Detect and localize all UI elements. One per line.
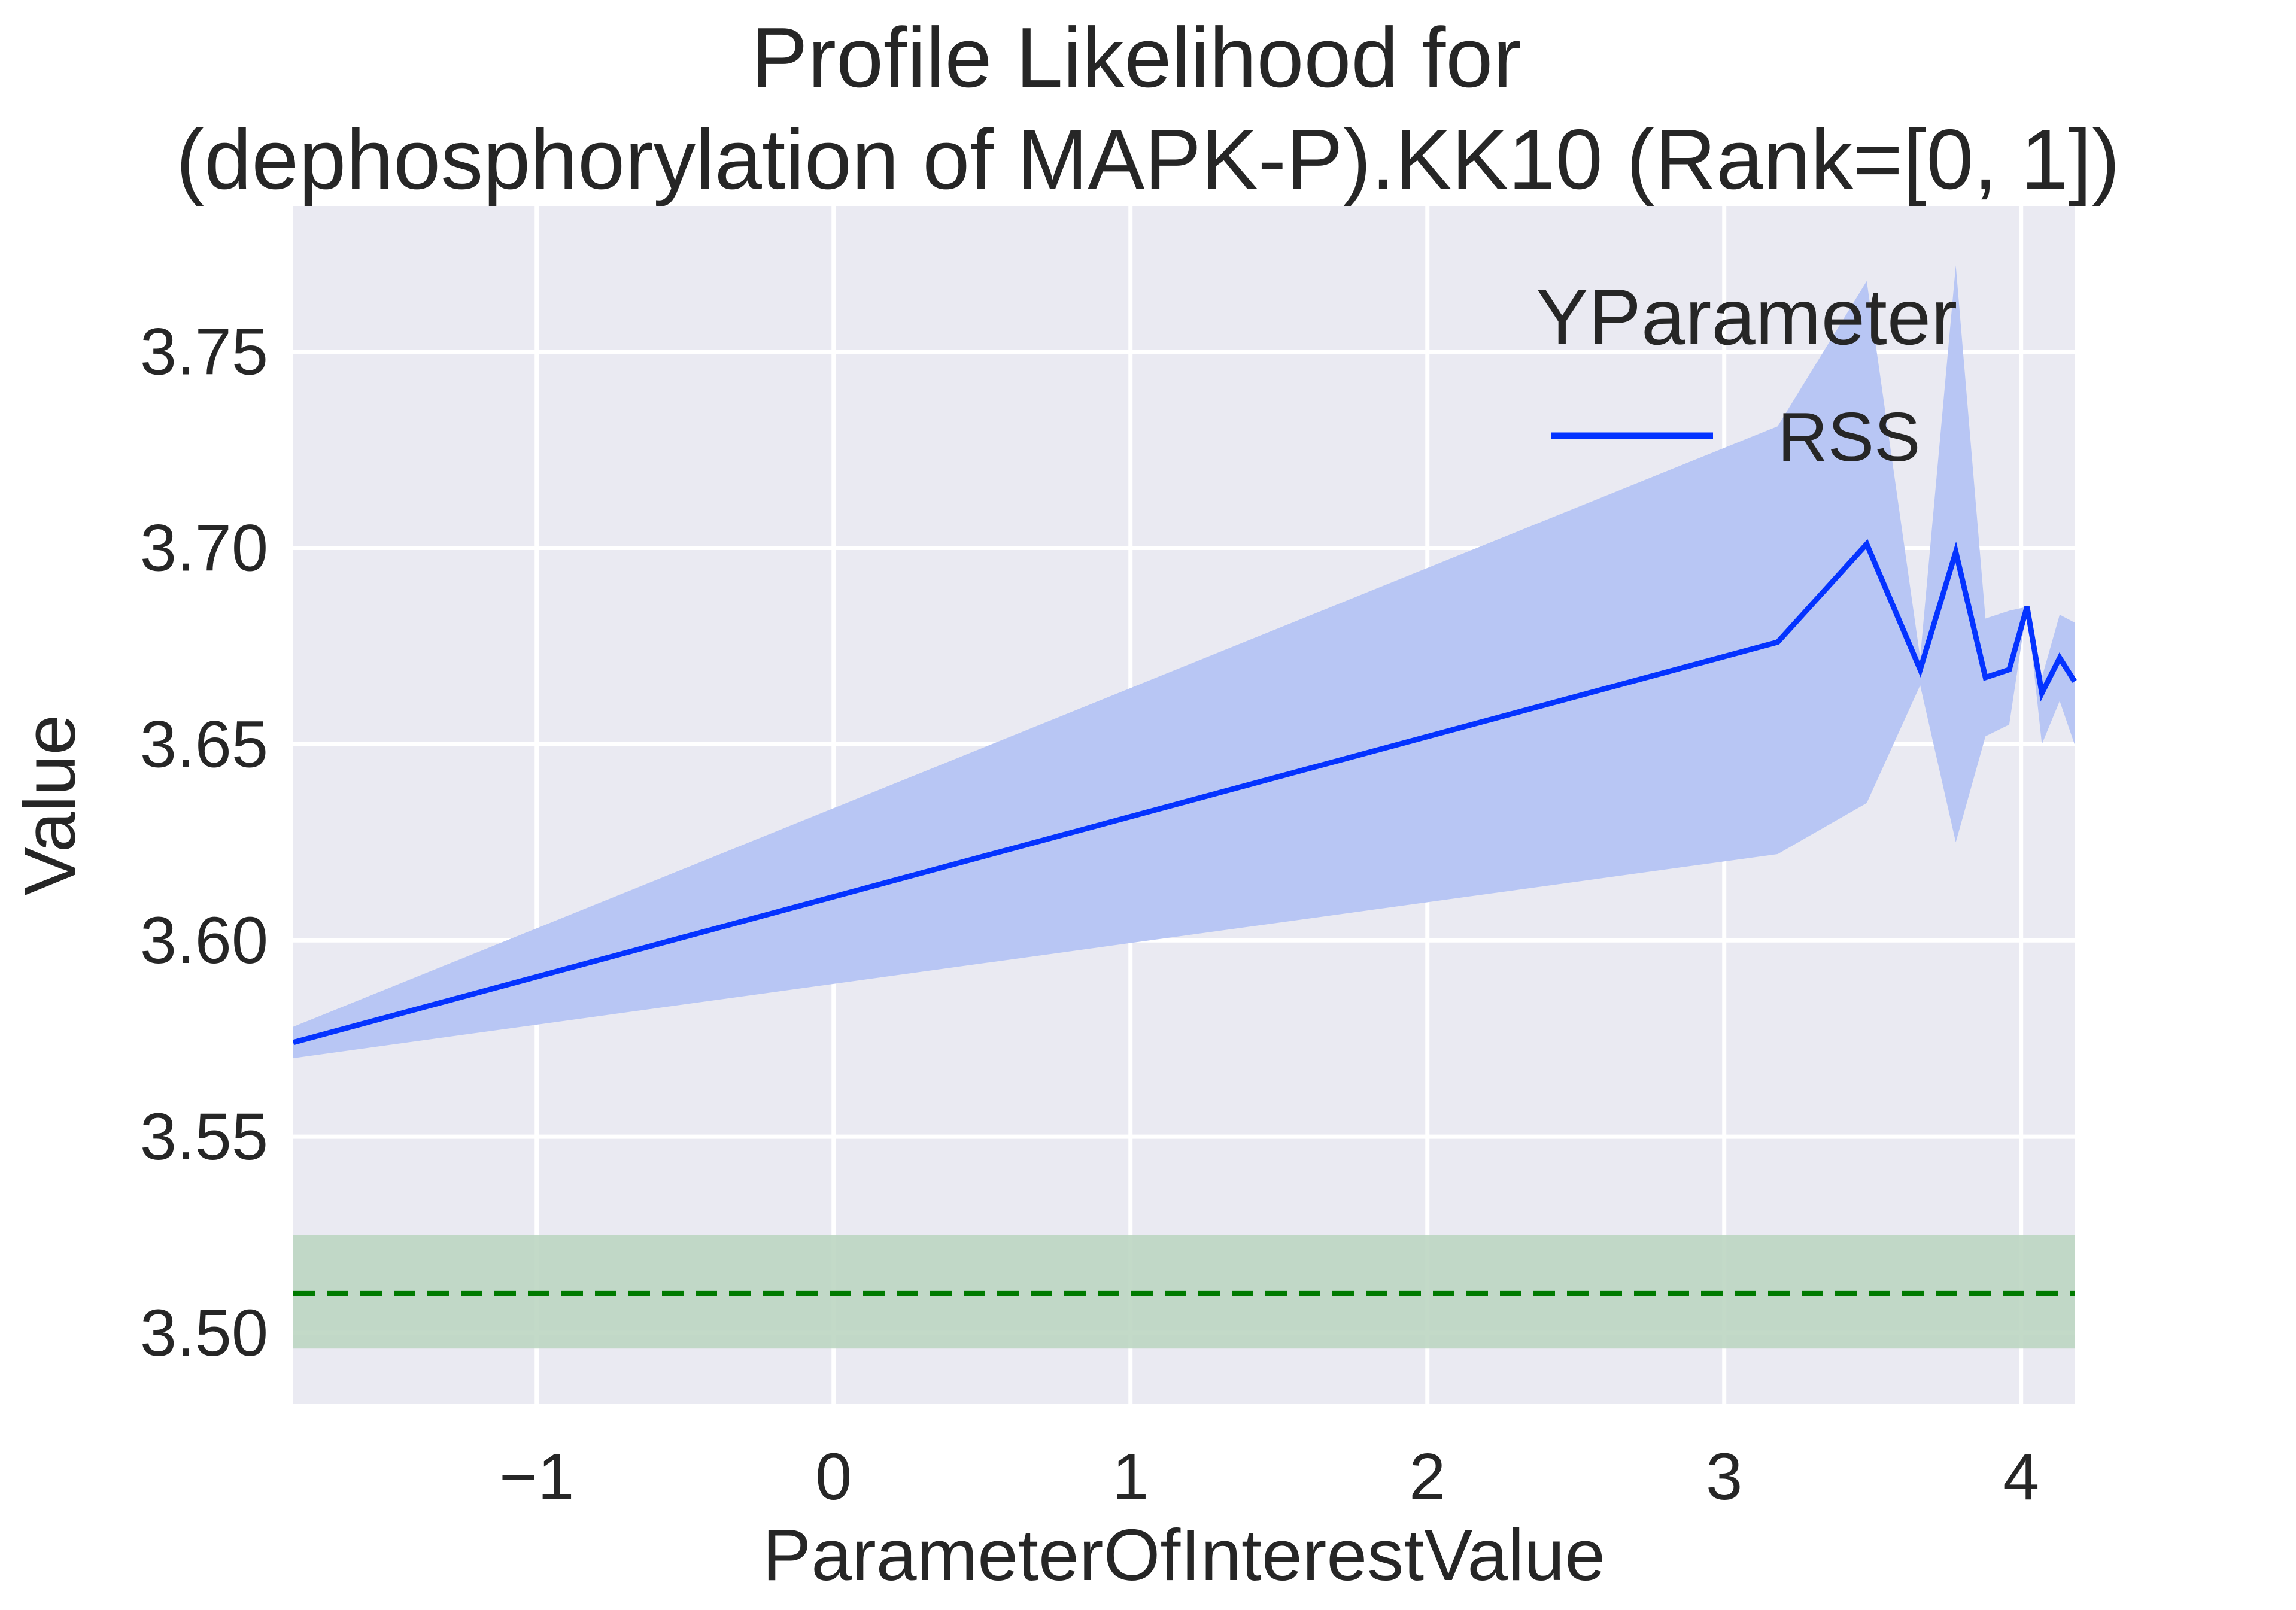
confidence-band-rss	[293, 265, 2075, 1058]
x-tick-label: 1	[1112, 1440, 1149, 1514]
x-tick-label: 0	[815, 1440, 852, 1514]
x-tick-label: 3	[1706, 1440, 1742, 1514]
y-tick-labels: 3.50 3.55 3.60 3.65 3.70 3.75	[140, 315, 268, 1370]
x-tick-labels: −1 0 1 2 3 4	[499, 1440, 2039, 1514]
y-tick-label: 3.50	[140, 1296, 268, 1370]
y-tick-label: 3.60	[140, 904, 268, 977]
x-tick-label: −1	[499, 1440, 574, 1514]
y-tick-label: 3.75	[140, 315, 268, 389]
chart-title: Profile Likelihood for (dephosphorylatio…	[176, 10, 2120, 207]
y-tick-label: 3.65	[140, 707, 268, 781]
legend: YParameter RSS	[1536, 273, 1957, 476]
chart-title-line-1: Profile Likelihood for	[751, 10, 1521, 105]
series-layer	[292, 265, 2077, 1058]
x-axis-label: ParameterOfInterestValue	[763, 1514, 1605, 1596]
x-tick-label: 2	[1409, 1440, 1445, 1514]
x-tick-label: 4	[2003, 1440, 2039, 1514]
y-axis-label: Value	[9, 715, 90, 896]
y-tick-label: 3.70	[140, 511, 268, 585]
chart-title-line-2: (dephosphorylation of MAPK-P).KK10 (Rank…	[176, 112, 2120, 207]
reference-layer	[293, 1235, 2075, 1349]
legend-title: YParameter	[1536, 273, 1957, 361]
legend-label-rss: RSS	[1778, 398, 1921, 476]
y-tick-label: 3.55	[140, 1100, 268, 1174]
